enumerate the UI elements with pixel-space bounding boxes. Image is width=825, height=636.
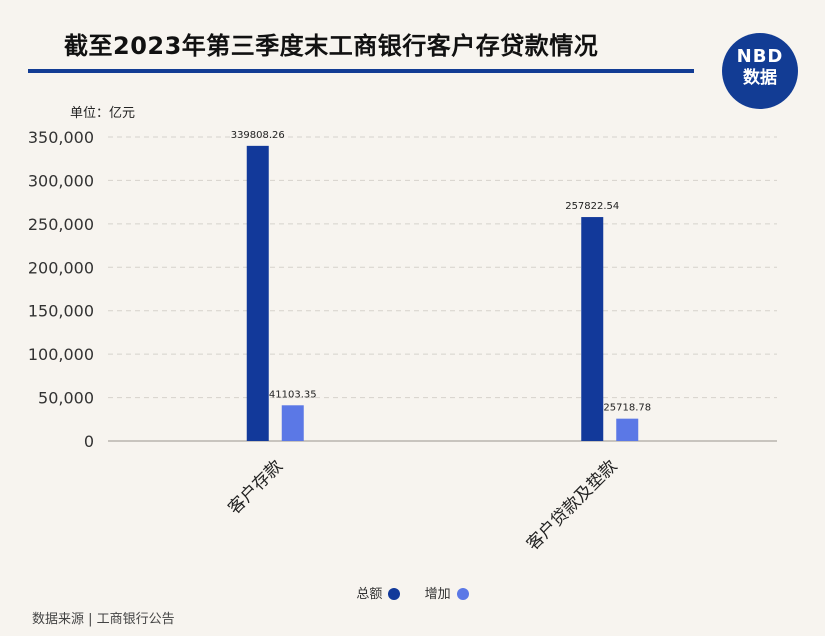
- y-tick-label: 200,000: [28, 258, 94, 277]
- y-tick-label: 50,000: [38, 389, 94, 408]
- legend-swatch-increase: [456, 588, 469, 600]
- title-underline: [28, 69, 694, 73]
- legend-item-total: 总额: [356, 583, 401, 602]
- y-tick-label: 350,000: [28, 128, 94, 147]
- legend-label-total: 总额: [356, 587, 383, 602]
- y-tick-label: 100,000: [28, 345, 94, 364]
- y-tick-label: 250,000: [28, 215, 94, 234]
- bar-total: [581, 217, 604, 441]
- bar-increase: [616, 418, 639, 441]
- y-tick-label: 150,000: [28, 302, 94, 321]
- x-category-label: 客户存款: [225, 456, 287, 518]
- data-label: 257822.54: [565, 201, 619, 212]
- y-unit-label: 单位：亿元: [70, 106, 135, 121]
- legend-item-increase: 增加: [425, 583, 469, 602]
- y-tick-label: 0: [84, 432, 94, 451]
- chart-title: 截至2023年第三季度末工商银行客户存贷款情况: [64, 32, 599, 60]
- logo-text-nbd: NBD: [736, 46, 784, 67]
- chart-legend: 总额 增加: [0, 583, 825, 602]
- data-label: 339808.26: [231, 130, 285, 141]
- y-tick-label: 300,000: [28, 171, 94, 190]
- nbd-logo: NBD 数据: [722, 33, 798, 109]
- data-source: 数据来源 | 工商银行公告: [32, 612, 175, 627]
- bar-total: [246, 145, 269, 442]
- x-category-label: 客户贷款及垫款: [523, 456, 621, 554]
- legend-label-increase: 增加: [424, 587, 451, 602]
- bar-increase: [281, 405, 304, 441]
- data-label: 41103.35: [269, 389, 317, 400]
- legend-swatch-total: [388, 588, 401, 600]
- logo-text-data: 数据: [743, 68, 777, 88]
- data-label: 25718.78: [603, 403, 651, 414]
